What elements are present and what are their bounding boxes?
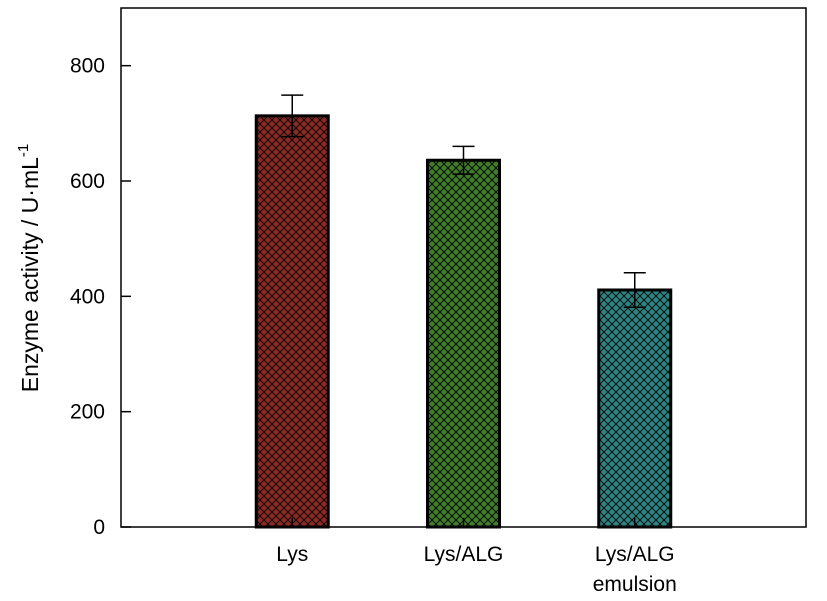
bar-3 xyxy=(597,288,673,529)
x-tick-label-2: Lys/ALG xyxy=(424,543,504,566)
y-tick-label-600: 600 xyxy=(70,170,105,193)
x-tick-label-line: Lys/ALG xyxy=(595,543,675,566)
x-tick-label-line: Lys xyxy=(276,543,308,566)
bar-2 xyxy=(426,158,501,529)
y-axis-title-superscript: -1 xyxy=(15,144,32,157)
x-tick-label-line: Lys/ALG xyxy=(424,543,504,566)
y-tick-label-0: 0 xyxy=(93,516,105,539)
x-tick-label-line: emulsion xyxy=(593,573,677,596)
error-bars-group xyxy=(281,94,646,309)
y-tick-label-800: 800 xyxy=(70,55,105,78)
y-tick-label-200: 200 xyxy=(70,401,105,424)
x-tick-label-3: Lys/ALG emulsion xyxy=(593,543,677,596)
y-axis-title-text: Enzyme activity / U·mL xyxy=(17,157,43,392)
y-axis: 0 200 400 600 800 xyxy=(70,55,131,539)
bar-1 xyxy=(254,114,330,529)
x-tick-label-1: Lys xyxy=(276,543,308,566)
y-tick-label-400: 400 xyxy=(70,285,105,308)
y-axis-title: Enzyme activity / U·mL-1 xyxy=(15,144,43,393)
bars-group xyxy=(254,114,673,529)
x-axis: Lys Lys/ALG Lys/ALG emulsion xyxy=(276,518,677,596)
